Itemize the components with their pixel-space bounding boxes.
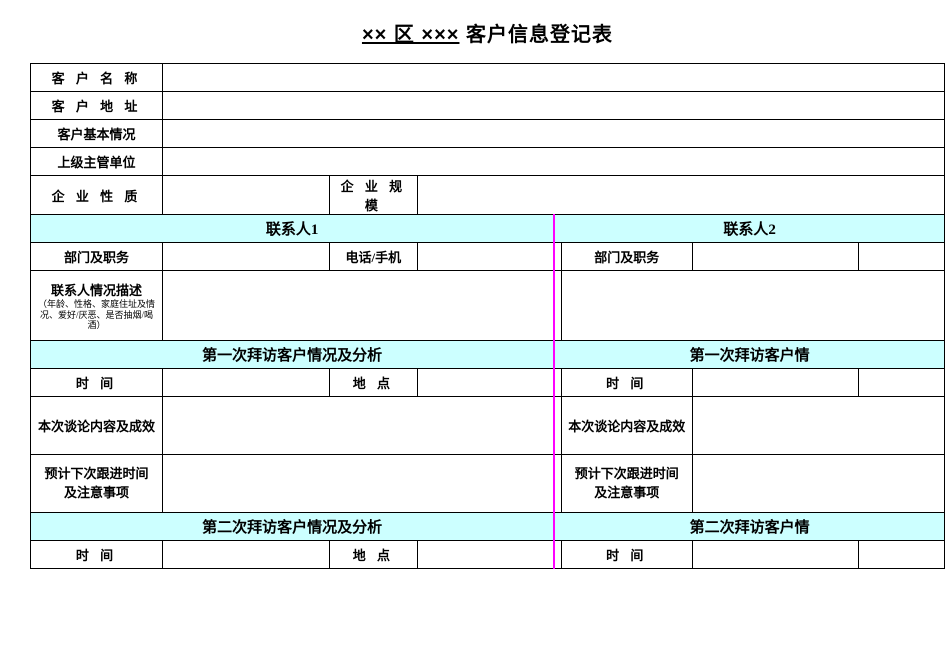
row-contact-header: 联系人1 联系人2 — [31, 215, 945, 243]
desc-title1: 联系人情况描述 — [31, 280, 162, 299]
gap-v1d — [554, 397, 561, 455]
value-v2-place1 — [417, 541, 554, 569]
label-v1-place2 — [859, 369, 945, 397]
label-v2-time1: 时 间 — [31, 541, 163, 569]
form-page: ×× 区 ××× 客户信息登记表 客 户 名 称 客 户 地 址 客户基本情况 … — [0, 0, 945, 569]
label-customer-name: 客 户 名 称 — [31, 64, 163, 92]
row-visit1-followup: 预计下次跟进时间及注意事项 预计下次跟进时间及注意事项 — [31, 455, 945, 513]
value-contact-desc1 — [163, 271, 555, 341]
value-v1-follow2 — [692, 455, 944, 513]
section-contact2: 联系人2 — [554, 215, 944, 243]
label-customer-basic: 客户基本情况 — [31, 120, 163, 148]
label-v1-time2: 时 间 — [561, 369, 692, 397]
value-customer-name — [163, 64, 945, 92]
row-customer-basic: 客户基本情况 — [31, 120, 945, 148]
title-suffix: 客户信息登记表 — [459, 24, 613, 46]
value-v2-time1 — [163, 541, 330, 569]
section-visit1-left: 第一次拜访客户情况及分析 — [31, 341, 555, 369]
value-v1-follow1 — [163, 455, 555, 513]
row-visit1-header: 第一次拜访客户情况及分析 第一次拜访客户情 — [31, 341, 945, 369]
desc-note1: （年龄、性格、家庭住址及情况、爱好/厌恶、是否抽烟/喝酒） — [31, 299, 162, 331]
label-customer-addr: 客 户 地 址 — [31, 92, 163, 120]
title-prefix: ×× 区 ××× — [362, 24, 460, 46]
row-visit1-time: 时 间 地 点 时 间 — [31, 369, 945, 397]
row-contact-dept: 部门及职务 电话/手机 部门及职务 — [31, 243, 945, 271]
form-table: 客 户 名 称 客 户 地 址 客户基本情况 上级主管单位 企 业 性 质 企 … — [30, 63, 945, 569]
label-v2-place1: 地 点 — [329, 541, 417, 569]
label-v1-discuss2: 本次谈论内容及成效 — [561, 397, 692, 455]
row-customer-addr: 客 户 地 址 — [31, 92, 945, 120]
gap-v2 — [554, 541, 561, 569]
row-visit2-time: 时 间 地 点 时 间 — [31, 541, 945, 569]
section-visit2-left: 第二次拜访客户情况及分析 — [31, 513, 555, 541]
gap-cell — [554, 243, 561, 271]
gap-v1 — [554, 369, 561, 397]
value-customer-addr — [163, 92, 945, 120]
row-enterprise: 企 业 性 质 企 业 规 模 — [31, 176, 945, 215]
value-v2-time2 — [692, 541, 859, 569]
follow1-text: 预计下次跟进时间及注意事项 — [45, 466, 149, 499]
value-phone1 — [417, 243, 554, 271]
page-title: ×× 区 ××× 客户信息登记表 — [30, 18, 945, 47]
value-v1-time1 — [163, 369, 330, 397]
row-superior: 上级主管单位 — [31, 148, 945, 176]
value-v1-discuss2 — [692, 397, 944, 455]
value-v1-discuss1 — [163, 397, 555, 455]
label-phone1: 电话/手机 — [329, 243, 417, 271]
label-phone2 — [859, 243, 945, 271]
label-v1-place1: 地 点 — [329, 369, 417, 397]
label-v1-follow2: 预计下次跟进时间及注意事项 — [561, 455, 692, 513]
gap-cell-2 — [554, 271, 561, 341]
value-ent-nature — [163, 176, 330, 215]
value-v1-place1 — [417, 369, 554, 397]
value-superior — [163, 148, 945, 176]
row-contact-desc: 联系人情况描述 （年龄、性格、家庭住址及情况、爱好/厌恶、是否抽烟/喝酒） — [31, 271, 945, 341]
label-superior: 上级主管单位 — [31, 148, 163, 176]
section-visit1-right: 第一次拜访客户情 — [554, 341, 944, 369]
value-dept2 — [692, 243, 859, 271]
value-contact-desc2 — [561, 271, 944, 341]
follow2-text: 预计下次跟进时间及注意事项 — [575, 466, 679, 499]
section-contact1: 联系人1 — [31, 215, 555, 243]
row-customer-name: 客 户 名 称 — [31, 64, 945, 92]
row-visit1-discuss: 本次谈论内容及成效 本次谈论内容及成效 — [31, 397, 945, 455]
label-contact-desc1: 联系人情况描述 （年龄、性格、家庭住址及情况、爱好/厌恶、是否抽烟/喝酒） — [31, 271, 163, 341]
label-v1-discuss1: 本次谈论内容及成效 — [31, 397, 163, 455]
gap-v1f — [554, 455, 561, 513]
label-v1-time1: 时 间 — [31, 369, 163, 397]
value-customer-basic — [163, 120, 945, 148]
label-ent-nature: 企 业 性 质 — [31, 176, 163, 215]
value-ent-scale — [417, 176, 944, 215]
label-dept1: 部门及职务 — [31, 243, 163, 271]
label-v2-place2 — [859, 541, 945, 569]
label-v1-follow1: 预计下次跟进时间及注意事项 — [31, 455, 163, 513]
label-ent-scale: 企 业 规 模 — [329, 176, 417, 215]
label-v2-time2: 时 间 — [561, 541, 692, 569]
value-dept1 — [163, 243, 330, 271]
label-dept2: 部门及职务 — [561, 243, 692, 271]
section-visit2-right: 第二次拜访客户情 — [554, 513, 944, 541]
row-visit2-header: 第二次拜访客户情况及分析 第二次拜访客户情 — [31, 513, 945, 541]
value-v1-time2 — [692, 369, 859, 397]
